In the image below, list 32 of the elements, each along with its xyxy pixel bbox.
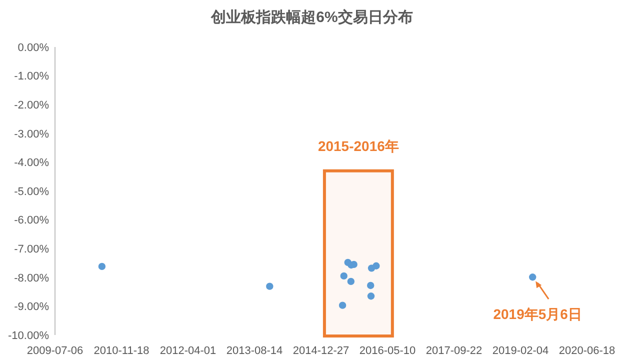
x-tick-label: 2009-07-06 <box>26 345 84 357</box>
point <box>367 292 375 300</box>
point <box>529 274 536 281</box>
y-tick-label: -2.00% <box>14 99 50 112</box>
x-tick-label: 2019-02-04 <box>492 345 549 357</box>
y-tick-label: -4.00% <box>14 157 50 170</box>
y-tick-label: 0.00% <box>18 42 50 54</box>
point <box>372 262 380 270</box>
point <box>367 282 374 290</box>
y-tick-label: -9.00% <box>14 301 50 314</box>
y-tick-label: -10.00% <box>8 330 50 342</box>
x-tick-label: 2020-06-18 <box>558 345 616 357</box>
band-label: 2015-2016年 <box>318 138 399 154</box>
annotation: 2019年5月6日 <box>493 306 582 322</box>
chart-title: 创业板指跌幅超6%交易日分布 <box>210 8 413 26</box>
x-tick-label: 2014-12-27 <box>292 345 350 357</box>
point <box>98 262 106 270</box>
x-tick-label: 2013-08-14 <box>226 345 283 357</box>
x-tick-label: 2012-04-01 <box>160 345 216 357</box>
x-tick-label: 2016-05-10 <box>359 345 416 357</box>
y-tick-label: -7.00% <box>14 243 50 256</box>
x-tick-label: 2017-09-22 <box>426 345 482 357</box>
point <box>338 302 346 309</box>
y-tick-label: -3.00% <box>14 128 50 140</box>
point <box>340 272 348 280</box>
y-tick-label: -6.00% <box>14 214 50 227</box>
y-tick-label: -5.00% <box>14 186 50 198</box>
y-tick-label: -1.00% <box>14 70 50 83</box>
point <box>266 282 274 290</box>
x-tick-label: 2010-11-18 <box>94 345 150 357</box>
y-tick-label: -8.00% <box>14 272 50 284</box>
point <box>347 278 355 286</box>
